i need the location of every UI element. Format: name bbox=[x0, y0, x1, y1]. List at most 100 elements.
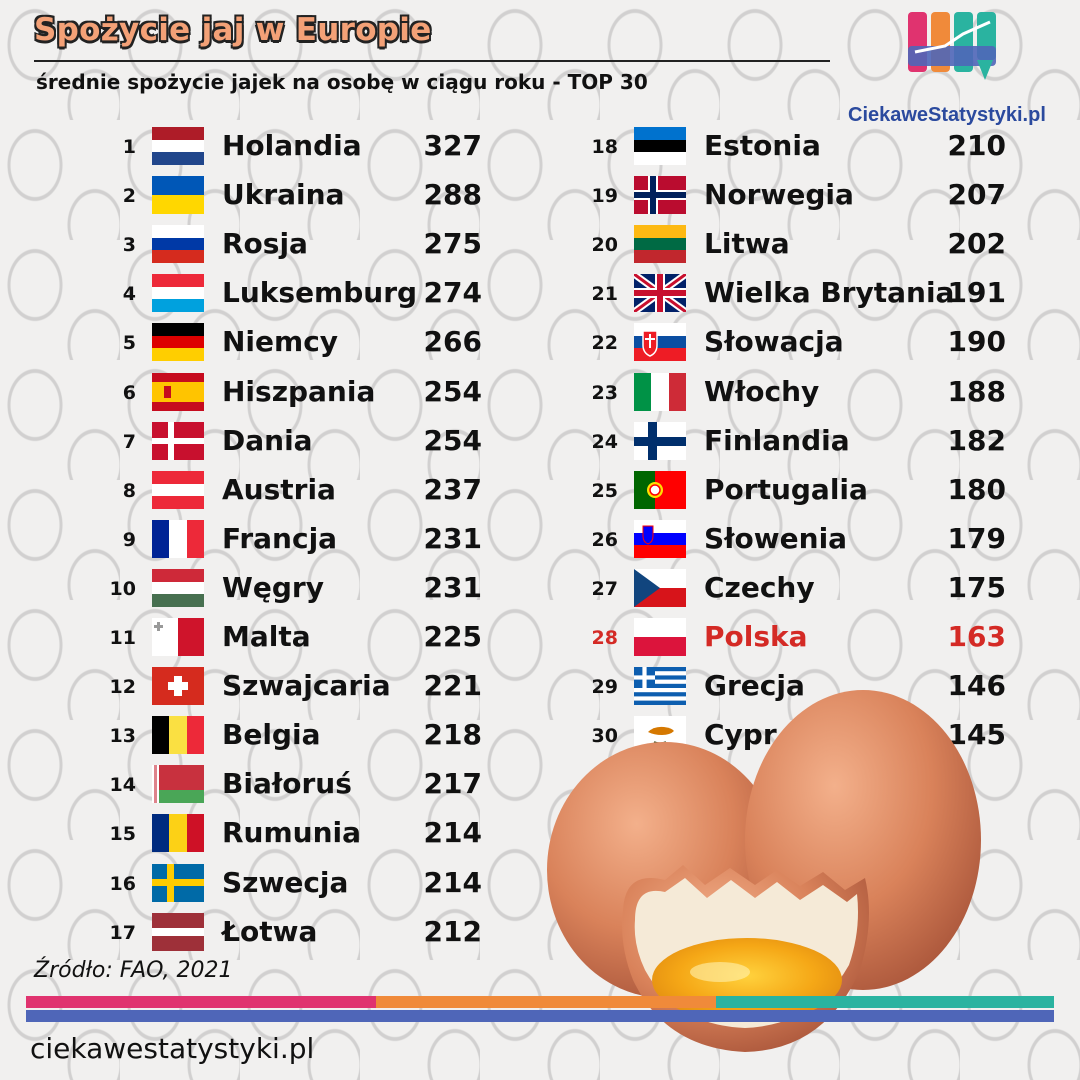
table-row: 11 Malta 225 bbox=[96, 616, 486, 660]
rank-number: 24 bbox=[591, 430, 618, 453]
consumption-value: 212 bbox=[423, 914, 482, 948]
table-row: 16 Szwecja 214 bbox=[96, 862, 486, 906]
rank-number: 30 bbox=[591, 725, 618, 748]
country-name: Białoruś bbox=[222, 767, 352, 801]
italy-flag-icon bbox=[634, 372, 686, 411]
spain-flag-icon bbox=[152, 372, 204, 411]
table-row: 18 Estonia 210 bbox=[578, 125, 1010, 169]
logo-icon bbox=[908, 12, 996, 80]
consumption-value: 182 bbox=[947, 423, 1006, 457]
slovakia-flag-icon bbox=[634, 323, 686, 362]
rank-number: 11 bbox=[109, 627, 136, 649]
finland-flag-icon bbox=[634, 421, 686, 460]
country-name: Ukraina bbox=[222, 178, 345, 212]
malta-flag-icon bbox=[152, 618, 204, 656]
rank-number: 12 bbox=[109, 676, 136, 699]
consumption-value: 217 bbox=[423, 767, 482, 801]
rank-number: 7 bbox=[122, 430, 136, 453]
table-row: 15 Rumunia 214 bbox=[96, 812, 486, 856]
czechia-flag-icon bbox=[634, 568, 686, 607]
country-name: Grecja bbox=[704, 669, 805, 703]
consumption-value: 275 bbox=[423, 227, 482, 261]
consumption-value: 188 bbox=[947, 374, 1006, 408]
consumption-value: 237 bbox=[423, 472, 482, 506]
table-row: 25 Portugalia 180 bbox=[578, 469, 1010, 513]
footer-stripe-pink bbox=[26, 996, 376, 1008]
luxembourg-flag-icon bbox=[152, 274, 204, 313]
consumption-value: 327 bbox=[423, 129, 482, 162]
table-row: 4 Luksemburg 274 bbox=[96, 272, 486, 316]
consumption-value: 218 bbox=[423, 718, 482, 752]
rank-number: 15 bbox=[109, 823, 136, 846]
country-name: Polska bbox=[704, 620, 808, 653]
consumption-value: 254 bbox=[423, 423, 482, 457]
country-name: Norwegia bbox=[704, 178, 854, 212]
rank-number: 9 bbox=[122, 528, 136, 551]
table-row: 28 Polska 163 bbox=[578, 616, 1010, 660]
slovenia-flag-icon bbox=[634, 519, 686, 558]
table-row: 5 Niemcy 266 bbox=[96, 321, 486, 365]
belarus-flag-icon bbox=[152, 765, 204, 804]
consumption-value: 231 bbox=[423, 570, 482, 604]
country-name: Cypr bbox=[704, 718, 777, 752]
country-name: Słowacja bbox=[704, 325, 844, 359]
consumption-value: 145 bbox=[947, 718, 1006, 752]
latvia-flag-icon bbox=[152, 912, 204, 951]
consumption-value: 191 bbox=[947, 276, 1006, 310]
country-name: Finlandia bbox=[704, 423, 850, 457]
rank-number: 27 bbox=[591, 577, 618, 600]
country-name: Węgry bbox=[222, 570, 324, 604]
rank-number: 25 bbox=[591, 479, 618, 502]
austria-flag-icon bbox=[152, 470, 204, 509]
portugal-flag-icon bbox=[634, 470, 686, 509]
rank-number: 26 bbox=[591, 528, 618, 551]
netherlands-flag-icon bbox=[152, 127, 204, 165]
rank-number: 19 bbox=[591, 185, 618, 208]
table-row: 8 Austria 237 bbox=[96, 469, 486, 513]
table-row: 29 Grecja 146 bbox=[578, 665, 1010, 709]
table-row: 7 Dania 254 bbox=[96, 420, 486, 464]
uk-flag-icon bbox=[634, 274, 686, 313]
consumption-value: 214 bbox=[423, 865, 482, 899]
table-row: 24 Finlandia 182 bbox=[578, 420, 1010, 464]
rank-number: 16 bbox=[109, 872, 136, 895]
consumption-value: 146 bbox=[947, 669, 1006, 703]
country-name: Malta bbox=[222, 620, 311, 653]
logo-text: CiekaweStatystyki.pl bbox=[848, 104, 1046, 126]
title-divider bbox=[34, 60, 830, 62]
country-name: Rumunia bbox=[222, 816, 362, 850]
footer-stripe-orange bbox=[376, 996, 716, 1008]
table-row: 14 Białoruś 217 bbox=[96, 763, 486, 807]
rank-number: 17 bbox=[109, 921, 136, 944]
table-row: 17 Łotwa 212 bbox=[96, 911, 486, 955]
rank-number: 29 bbox=[591, 676, 618, 699]
poland-flag-icon bbox=[634, 618, 686, 656]
rank-number: 10 bbox=[109, 577, 136, 600]
denmark-flag-icon bbox=[152, 421, 204, 460]
sweden-flag-icon bbox=[152, 863, 204, 902]
country-name: Francja bbox=[222, 521, 338, 555]
romania-flag-icon bbox=[152, 814, 204, 853]
belgium-flag-icon bbox=[152, 716, 204, 755]
consumption-value: 202 bbox=[947, 227, 1006, 261]
consumption-value: 231 bbox=[423, 521, 482, 555]
country-name: Łotwa bbox=[222, 914, 318, 948]
lithuania-flag-icon bbox=[634, 225, 686, 264]
consumption-value: 180 bbox=[947, 472, 1006, 506]
page-title: Spożycie jaj w Europie bbox=[34, 12, 432, 48]
rank-number: 20 bbox=[591, 234, 618, 257]
ukraine-flag-icon bbox=[152, 176, 204, 215]
consumption-value: 190 bbox=[947, 325, 1006, 359]
table-row: 23 Włochy 188 bbox=[578, 371, 1010, 415]
consumption-value: 274 bbox=[423, 276, 482, 310]
table-row: 13 Belgia 218 bbox=[96, 714, 486, 758]
rank-number: 22 bbox=[591, 332, 618, 355]
country-name: Estonia bbox=[704, 129, 821, 162]
table-row: 21 Wielka Brytania 191 bbox=[578, 272, 1010, 316]
country-name: Luksemburg bbox=[222, 276, 418, 310]
country-name: Belgia bbox=[222, 718, 321, 752]
country-name: Słowenia bbox=[704, 521, 848, 555]
consumption-value: 214 bbox=[423, 816, 482, 850]
page-subtitle: średnie spożycie jajek na osobę w ciągu … bbox=[36, 70, 648, 94]
